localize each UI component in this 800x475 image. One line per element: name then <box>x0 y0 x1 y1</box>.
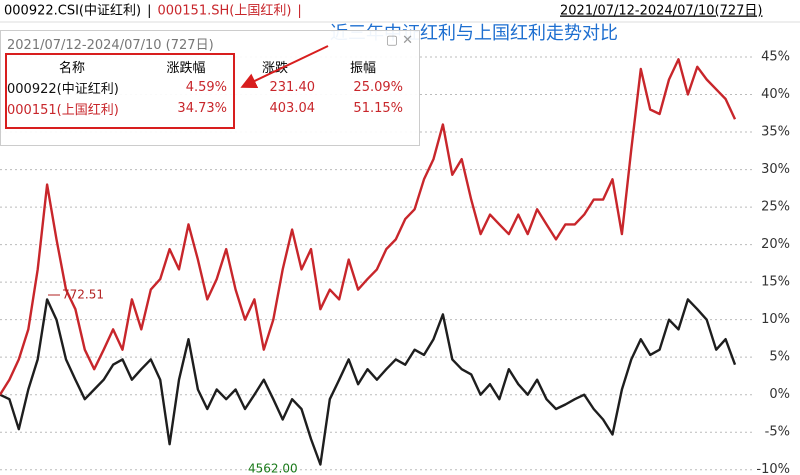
table-cell: 25.09% <box>353 80 403 95</box>
separator: | <box>297 4 301 19</box>
y-tick-label: 20% <box>761 237 790 252</box>
header-cell: 涨跌幅 <box>166 60 206 76</box>
extreme-label: 4562.00 <box>248 462 298 475</box>
header-cell: 振幅 <box>349 60 376 76</box>
table-row[interactable]: 000151(上国红利) 34.73% 403.04 51.15% <box>3 98 407 119</box>
series-name: 000151.SH(上国红利) <box>157 3 291 19</box>
y-tick-label: 25% <box>761 200 790 215</box>
table-cell: 000922(中证红利) <box>7 82 119 97</box>
panel-range: 2021/07/12-2024/07/10 (727日) <box>7 38 214 53</box>
table-cell: 000151(上国红利) <box>7 103 119 118</box>
series-line <box>0 58 737 396</box>
y-tick-label: 40% <box>761 87 790 102</box>
highlight-box <box>5 53 235 129</box>
y-tick-label: 10% <box>761 312 790 327</box>
y-tick-label: 0% <box>769 387 790 402</box>
panel-icons[interactable]: ▢ ✕ <box>385 33 413 48</box>
y-tick-label: 5% <box>769 350 790 365</box>
y-tick-label: -5% <box>765 425 790 440</box>
series-name: 000922.CSI(中证红利) <box>4 3 141 19</box>
y-tick-label: -10% <box>756 462 790 475</box>
header-cell: 涨跌 <box>261 60 288 76</box>
table-cell: 4.59% <box>185 80 227 95</box>
table-cell: 34.73% <box>177 101 227 116</box>
y-tick-label: 30% <box>761 162 790 177</box>
separator: | <box>147 4 151 19</box>
table-cell: 51.15% <box>353 101 403 116</box>
table-cell: 403.04 <box>269 101 316 116</box>
y-tick-label: 35% <box>761 125 790 140</box>
summary-panel: 2021/07/12-2024/07/10 (727日) ▢ ✕ 名称 涨跌幅 涨跌… <box>0 30 420 146</box>
y-tick-label: 15% <box>761 275 790 290</box>
y-tick-label: 45% <box>761 50 790 65</box>
table-cell: 231.40 <box>269 80 316 95</box>
header-cell: 名称 <box>58 60 85 76</box>
date-range: 2021/07/12-2024/07/10(727日) <box>560 4 763 19</box>
series-line <box>0 298 737 466</box>
extreme-label: 772.51 <box>62 288 104 302</box>
